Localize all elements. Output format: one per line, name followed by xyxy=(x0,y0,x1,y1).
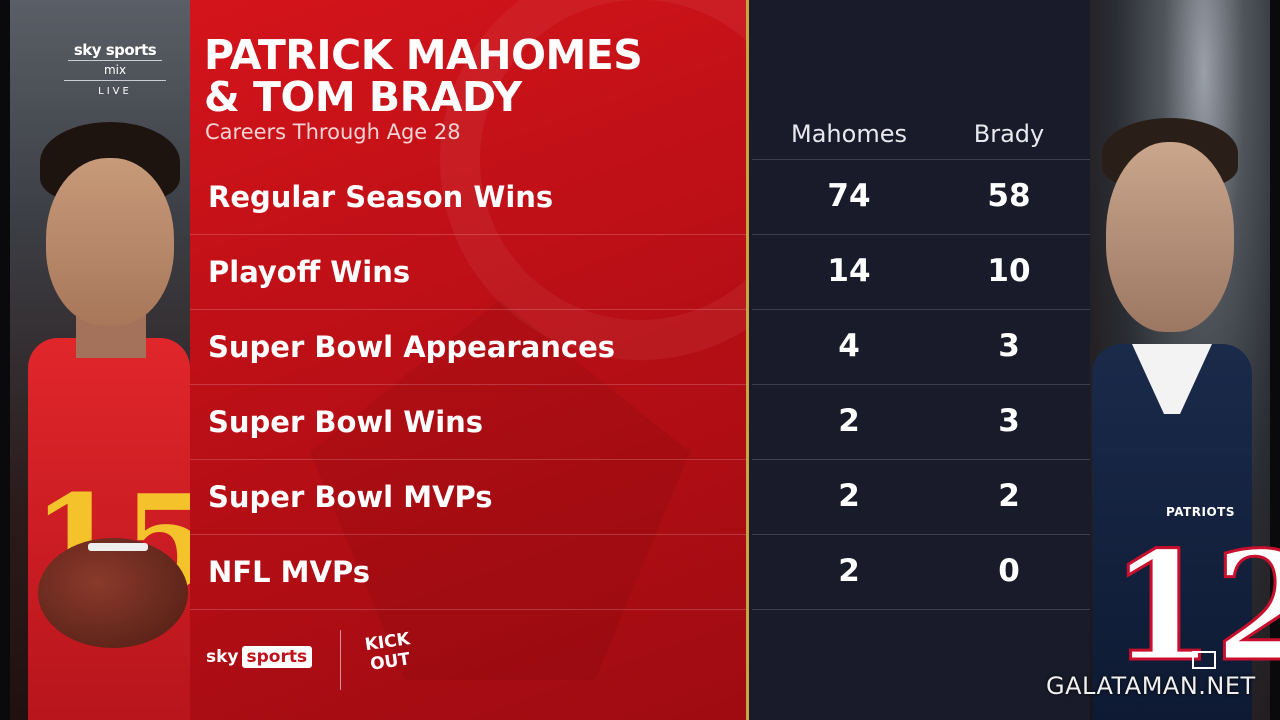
stat-value-mahomes: 4 xyxy=(838,328,860,364)
gold-divider xyxy=(746,0,749,720)
column-header-mahomes: Mahomes xyxy=(791,120,907,148)
column-header-brady: Brady xyxy=(973,120,1045,148)
stat-value-brady: 3 xyxy=(998,403,1020,439)
stat-value-mahomes: 2 xyxy=(838,478,860,514)
channel-sub: mix xyxy=(64,63,166,81)
sky-sports-logo: sky sports xyxy=(206,646,313,668)
stat-value-mahomes: 74 xyxy=(827,178,871,214)
player-head xyxy=(46,158,174,326)
stat-row-nfl-mvps: NFL MVPs 2 0 xyxy=(190,535,1090,610)
watermark-icon xyxy=(1192,651,1216,669)
stat-value-mahomes: 2 xyxy=(838,403,860,439)
edge-shadow-right xyxy=(1270,0,1280,720)
stat-value-brady: 3 xyxy=(998,328,1020,364)
title-line-1: PATRICK MAHOMES xyxy=(204,31,643,79)
stat-row-super-bowl-appearances: Super Bowl Appearances 4 3 xyxy=(190,310,1090,385)
stat-value-mahomes: 14 xyxy=(827,253,871,289)
player-head xyxy=(1106,142,1234,332)
player-image-mahomes: 15 xyxy=(28,118,213,720)
stat-label: Super Bowl Wins xyxy=(208,405,484,439)
stat-label: Playoff Wins xyxy=(208,255,411,289)
header-divider xyxy=(752,159,1090,160)
football-icon xyxy=(38,538,188,648)
channel-logo: sky sports mix LIVE xyxy=(64,40,166,97)
logo-separator xyxy=(340,630,341,690)
stat-value-brady: 10 xyxy=(987,253,1031,289)
kick-it-out-logo: KICK OUT xyxy=(356,628,423,694)
stat-value-brady: 2 xyxy=(998,478,1020,514)
stats-panel-dark xyxy=(749,0,1090,720)
title-line-2: & TOM BRADY xyxy=(204,73,522,121)
channel-brand: sky sports xyxy=(67,41,163,61)
stat-row-playoff-wins: Playoff Wins 14 10 xyxy=(190,235,1090,310)
jersey-number: 12 xyxy=(1109,519,1280,695)
live-indicator: LIVE xyxy=(98,86,132,97)
stat-label: Regular Season Wins xyxy=(208,180,554,214)
stats-panel-red xyxy=(190,0,748,720)
graphic-title: PATRICK MAHOMES & TOM BRADY xyxy=(204,31,643,121)
stat-label: NFL MVPs xyxy=(208,555,370,589)
stat-row-super-bowl-mvps: Super Bowl MVPs 2 2 xyxy=(190,460,1090,535)
watermark-text: GALATAMAN.NET xyxy=(1046,672,1256,700)
stat-row-super-bowl-wins: Super Bowl Wins 2 3 xyxy=(190,385,1090,460)
stat-value-brady: 58 xyxy=(987,178,1031,214)
stat-value-mahomes: 2 xyxy=(838,553,860,589)
stat-label: Super Bowl MVPs xyxy=(208,480,493,514)
jersey-red xyxy=(28,338,190,720)
player-image-brady: PATRIOTS 12 xyxy=(1092,112,1280,720)
jersey-team-name: PATRIOTS xyxy=(1166,505,1235,519)
stat-label: Super Bowl Appearances xyxy=(208,330,616,364)
sports-wordmark: sports xyxy=(241,646,313,668)
graphic-subtitle: Careers Through Age 28 xyxy=(205,120,461,144)
stat-value-brady: 0 xyxy=(998,553,1020,589)
stat-row-regular-season-wins: Regular Season Wins 74 58 xyxy=(190,160,1090,235)
edge-shadow-left xyxy=(0,0,10,720)
sky-wordmark: sky xyxy=(206,647,239,667)
